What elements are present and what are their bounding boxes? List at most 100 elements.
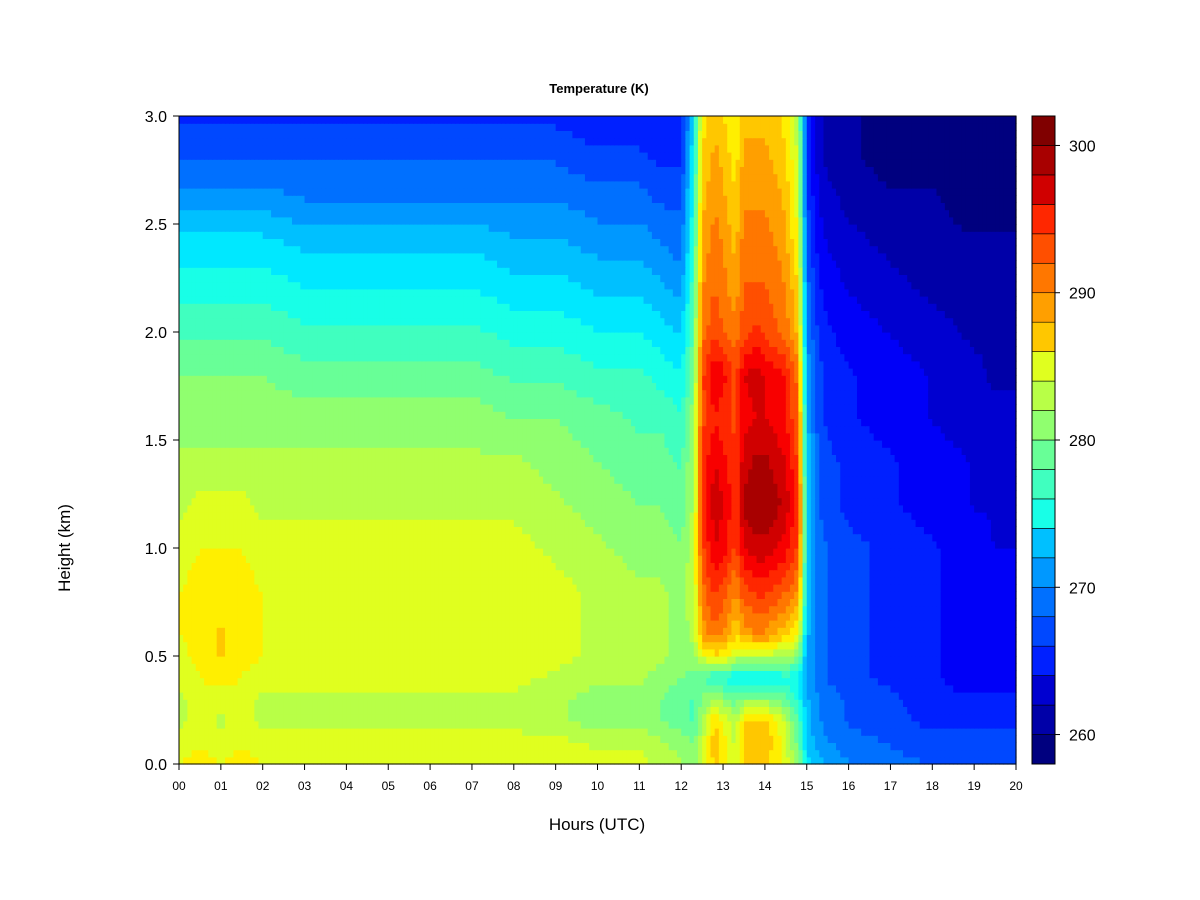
heatmap-cell: [815, 670, 820, 678]
heatmap-cell: [610, 656, 615, 664]
heatmap-cell: [284, 678, 289, 686]
heatmap-cell: [1008, 714, 1013, 722]
heatmap-cell: [447, 634, 452, 642]
heatmap-cell: [911, 627, 916, 635]
heatmap-cell: [706, 584, 711, 592]
heatmap-cell: [577, 721, 582, 729]
heatmap-cell: [673, 678, 678, 686]
heatmap-cell: [505, 742, 510, 750]
heatmap-cell: [321, 613, 326, 621]
heatmap-cell: [857, 598, 862, 606]
heatmap-cell: [535, 663, 540, 671]
heatmap-cell: [639, 735, 644, 743]
heatmap-cell: [598, 685, 603, 693]
heatmap-cell: [899, 649, 904, 657]
heatmap-cell: [217, 620, 222, 628]
heatmap-cell: [217, 714, 222, 722]
heatmap-cell: [351, 598, 356, 606]
heatmap-cell: [681, 598, 686, 606]
heatmap-cell: [279, 670, 284, 678]
heatmap-cell: [405, 591, 410, 599]
heatmap-cell: [443, 750, 448, 758]
heatmap-cell: [372, 670, 377, 678]
heatmap-cell: [284, 634, 289, 642]
heatmap-cell: [259, 721, 264, 729]
heatmap-cell: [727, 620, 732, 628]
heatmap-cell: [334, 613, 339, 621]
heatmap-cell: [782, 584, 787, 592]
heatmap-cell: [564, 584, 569, 592]
heatmap-cell: [631, 742, 636, 750]
heatmap-cell: [271, 584, 276, 592]
heatmap-cell: [740, 656, 745, 664]
heatmap-cell: [970, 584, 975, 592]
heatmap-cell: [279, 728, 284, 736]
heatmap-cell: [430, 728, 435, 736]
heatmap-cell: [305, 735, 310, 743]
heatmap-cell: [945, 721, 950, 729]
heatmap-cell: [267, 735, 272, 743]
heatmap-cell: [267, 620, 272, 628]
heatmap-cell: [531, 591, 536, 599]
heatmap-cell: [865, 606, 870, 614]
heatmap-cell: [957, 699, 962, 707]
heatmap-cell: [639, 750, 644, 758]
heatmap-cell: [309, 598, 314, 606]
heatmap-cell: [418, 750, 423, 758]
heatmap-cell: [957, 728, 962, 736]
heatmap-cell: [589, 692, 594, 700]
heatmap-cell: [690, 721, 695, 729]
heatmap-cell: [313, 678, 318, 686]
heatmap-cell: [246, 649, 251, 657]
heatmap-cell: [485, 721, 490, 729]
heatmap-cell: [593, 699, 598, 707]
heatmap-cell: [618, 598, 623, 606]
heatmap-cell: [346, 598, 351, 606]
heatmap-cell: [706, 649, 711, 657]
heatmap-cell: [836, 591, 841, 599]
heatmap-cell: [719, 757, 724, 765]
heatmap-cell: [920, 656, 925, 664]
heatmap-cell: [363, 742, 368, 750]
heatmap-cell: [225, 750, 230, 758]
heatmap-cell: [334, 591, 339, 599]
heatmap-cell: [777, 591, 782, 599]
heatmap-cell: [342, 735, 347, 743]
heatmap-cell: [656, 634, 661, 642]
heatmap-cell: [447, 642, 452, 650]
heatmap-cell: [267, 706, 272, 714]
heatmap-cell: [367, 642, 372, 650]
heatmap-cell: [748, 699, 753, 707]
heatmap-cell: [849, 735, 854, 743]
heatmap-cell: [242, 670, 247, 678]
heatmap-cell: [962, 642, 967, 650]
heatmap-cell: [451, 606, 456, 614]
heatmap-cell: [376, 699, 381, 707]
heatmap-cell: [589, 670, 594, 678]
heatmap-cell: [966, 750, 971, 758]
heatmap-cell: [761, 656, 766, 664]
heatmap-cell: [292, 613, 297, 621]
heatmap-cell: [978, 678, 983, 686]
heatmap-cell: [798, 620, 803, 628]
heatmap-cell: [903, 757, 908, 765]
heatmap-cell: [957, 714, 962, 722]
heatmap-cell: [987, 620, 992, 628]
heatmap-cell: [342, 634, 347, 642]
heatmap-cell: [309, 699, 314, 707]
heatmap-cell: [568, 699, 573, 707]
heatmap-cell: [572, 663, 577, 671]
heatmap-cell: [321, 591, 326, 599]
heatmap-cell: [978, 685, 983, 693]
heatmap-cell: [589, 706, 594, 714]
heatmap-cell: [727, 656, 732, 664]
heatmap-cell: [468, 656, 473, 664]
heatmap-cell: [987, 692, 992, 700]
heatmap-cell: [317, 685, 322, 693]
heatmap-cell: [493, 584, 498, 592]
heatmap-cell: [451, 591, 456, 599]
heatmap-cell: [560, 750, 565, 758]
heatmap-cell: [677, 663, 682, 671]
heatmap-cell: [715, 613, 720, 621]
heatmap-cell: [874, 728, 879, 736]
